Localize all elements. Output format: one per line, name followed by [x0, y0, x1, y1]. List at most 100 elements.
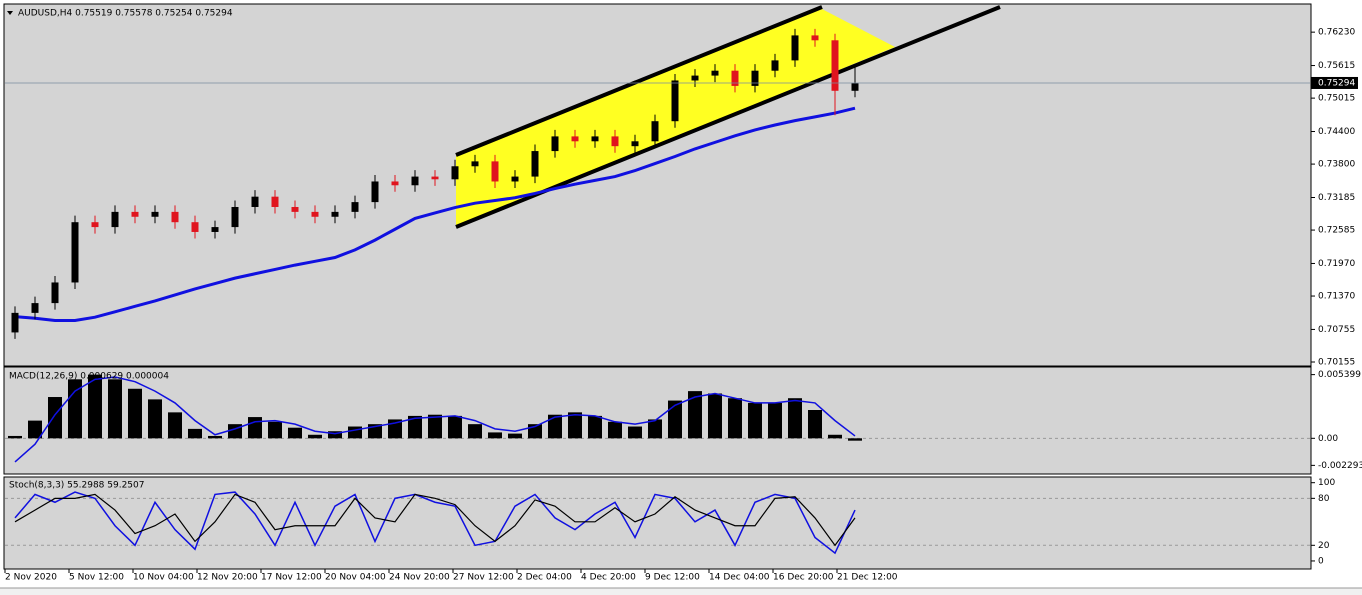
y-tick-label: 0.75615: [1318, 61, 1355, 71]
candle-body: [91, 222, 99, 228]
candle-body: [131, 211, 139, 217]
y-tick-label: 0.73185: [1318, 193, 1355, 203]
y-tick-label: 100: [1318, 478, 1335, 488]
macd-bar: [628, 426, 642, 439]
macd-bar: [148, 399, 162, 439]
candle-body: [171, 211, 179, 223]
candle-body: [431, 176, 439, 180]
macd-bar: [488, 432, 502, 439]
candle-body: [391, 181, 399, 186]
macd-bar: [428, 414, 442, 439]
macd-bar: [568, 412, 582, 439]
y-tick-label: 0.71970: [1318, 259, 1355, 269]
x-tick-label: 14 Dec 04:00: [709, 573, 770, 583]
candle-body: [351, 202, 359, 212]
candle-body: [191, 222, 199, 232]
candle-body: [491, 161, 499, 182]
stoch-main: [14, 491, 856, 555]
macd-bar: [348, 426, 362, 439]
x-tick-label: 16 Dec 20:00: [773, 573, 834, 583]
candle-body: [771, 60, 779, 71]
macd-bar: [108, 379, 122, 439]
y-tick-label: 0: [1318, 556, 1324, 566]
candle-body: [371, 181, 379, 203]
y-tick-label: 0.72585: [1318, 226, 1355, 236]
macd-bar: [448, 415, 462, 439]
y-tick-label: 0.75015: [1318, 94, 1355, 104]
candle-body: [731, 70, 739, 86]
macd-bar: [548, 414, 562, 439]
current-price-label: 0.75294: [1318, 78, 1355, 88]
macd-bar: [848, 438, 862, 441]
candle-body: [451, 166, 459, 180]
y-tick-label: 20: [1318, 541, 1330, 551]
macd-bar: [748, 402, 762, 439]
candle-body: [231, 206, 239, 228]
macd-bar: [248, 417, 262, 439]
x-tick-label: 24 Nov 20:00: [389, 573, 450, 583]
candle-body: [291, 206, 299, 212]
stoch-signal: [14, 493, 856, 547]
macd-bar: [768, 402, 782, 439]
x-tick-label: 2 Nov 2020: [5, 573, 57, 583]
macd-bar: [208, 435, 222, 439]
stoch-title: Stoch(8,3,3) 55.2988 59.2507: [9, 481, 144, 491]
candle-body: [711, 70, 719, 76]
y-tick-label: 0.74400: [1318, 127, 1355, 137]
macd-bar: [708, 393, 722, 439]
candle-body: [151, 211, 159, 217]
candle-body: [611, 136, 619, 147]
x-tick-label: 10 Nov 04:00: [133, 573, 194, 583]
candle-body: [51, 282, 59, 304]
macd-bar: [808, 410, 822, 439]
macd-bar: [88, 374, 102, 439]
macd-bar: [508, 433, 522, 439]
candle-body: [531, 151, 539, 177]
macd-bar: [788, 398, 802, 439]
candle-body: [851, 83, 859, 91]
candle-body: [791, 35, 799, 61]
candle-body: [831, 40, 839, 91]
macd-bar: [328, 431, 342, 439]
candle-body: [571, 136, 579, 142]
macd-bar: [168, 412, 182, 439]
candle-body: [551, 136, 559, 152]
x-tick-label: 2 Dec 04:00: [517, 573, 572, 583]
candle-body: [111, 211, 119, 228]
macd-bar: [588, 415, 602, 439]
candle-body: [651, 121, 659, 142]
macd-bar: [48, 397, 62, 439]
x-tick-label: 21 Dec 12:00: [837, 573, 898, 583]
candle-body: [811, 35, 819, 41]
candle-body: [471, 161, 479, 167]
macd-bar: [28, 420, 42, 439]
candle-body: [331, 211, 339, 217]
macd-bar: [828, 434, 842, 439]
macd-bar: [68, 379, 82, 439]
candle-body: [751, 70, 759, 86]
candle-body: [251, 196, 259, 207]
y-tick-label: 0.70155: [1318, 358, 1355, 368]
y-tick-label: 80: [1318, 494, 1330, 504]
candle-body: [511, 176, 519, 182]
candle-body: [311, 211, 319, 217]
macd-bar: [128, 388, 142, 439]
candle-body: [411, 176, 419, 186]
y-tick-label: 0.70755: [1318, 325, 1355, 335]
symbol-arrow: [7, 11, 13, 15]
y-tick-label: 0.73800: [1318, 160, 1355, 170]
x-tick-label: 17 Nov 12:00: [261, 573, 322, 583]
macd-bar: [288, 427, 302, 439]
y-tick-label: -0.002293: [1318, 461, 1362, 471]
x-tick-label: 4 Dec 20:00: [581, 573, 636, 583]
macd-bar: [188, 428, 202, 439]
macd-bar: [228, 424, 242, 439]
x-tick-label: 5 Nov 12:00: [69, 573, 124, 583]
candle-body: [211, 227, 219, 232]
stoch-panel: [3, 476, 1312, 570]
macd-bar: [668, 400, 682, 439]
macd-title: MACD(12,26,9) 0.000629 0.000004: [9, 372, 169, 382]
macd-bar: [308, 434, 322, 439]
